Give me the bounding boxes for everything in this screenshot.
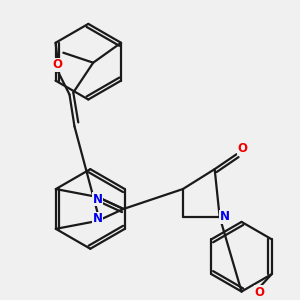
Text: N: N (93, 193, 103, 206)
Text: N: N (220, 210, 230, 224)
Text: N: N (93, 212, 103, 225)
Text: O: O (52, 58, 63, 71)
Text: O: O (255, 286, 265, 298)
Text: O: O (238, 142, 248, 155)
